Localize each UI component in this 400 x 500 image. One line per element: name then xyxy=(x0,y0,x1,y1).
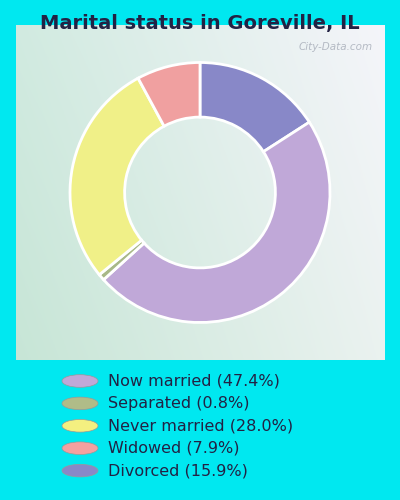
Circle shape xyxy=(62,464,98,477)
Circle shape xyxy=(62,374,98,388)
Text: Now married (47.4%): Now married (47.4%) xyxy=(108,374,280,388)
Wedge shape xyxy=(99,240,144,280)
Wedge shape xyxy=(104,122,330,322)
Circle shape xyxy=(62,397,98,409)
Circle shape xyxy=(62,442,98,454)
Text: City-Data.com: City-Data.com xyxy=(299,42,373,51)
Wedge shape xyxy=(70,78,164,274)
Circle shape xyxy=(62,420,98,432)
Wedge shape xyxy=(200,62,309,152)
Wedge shape xyxy=(138,62,200,126)
Text: Never married (28.0%): Never married (28.0%) xyxy=(108,418,293,434)
Text: Divorced (15.9%): Divorced (15.9%) xyxy=(108,463,248,478)
Text: Widowed (7.9%): Widowed (7.9%) xyxy=(108,440,240,456)
Text: Separated (0.8%): Separated (0.8%) xyxy=(108,396,250,411)
Text: Marital status in Goreville, IL: Marital status in Goreville, IL xyxy=(40,14,360,32)
